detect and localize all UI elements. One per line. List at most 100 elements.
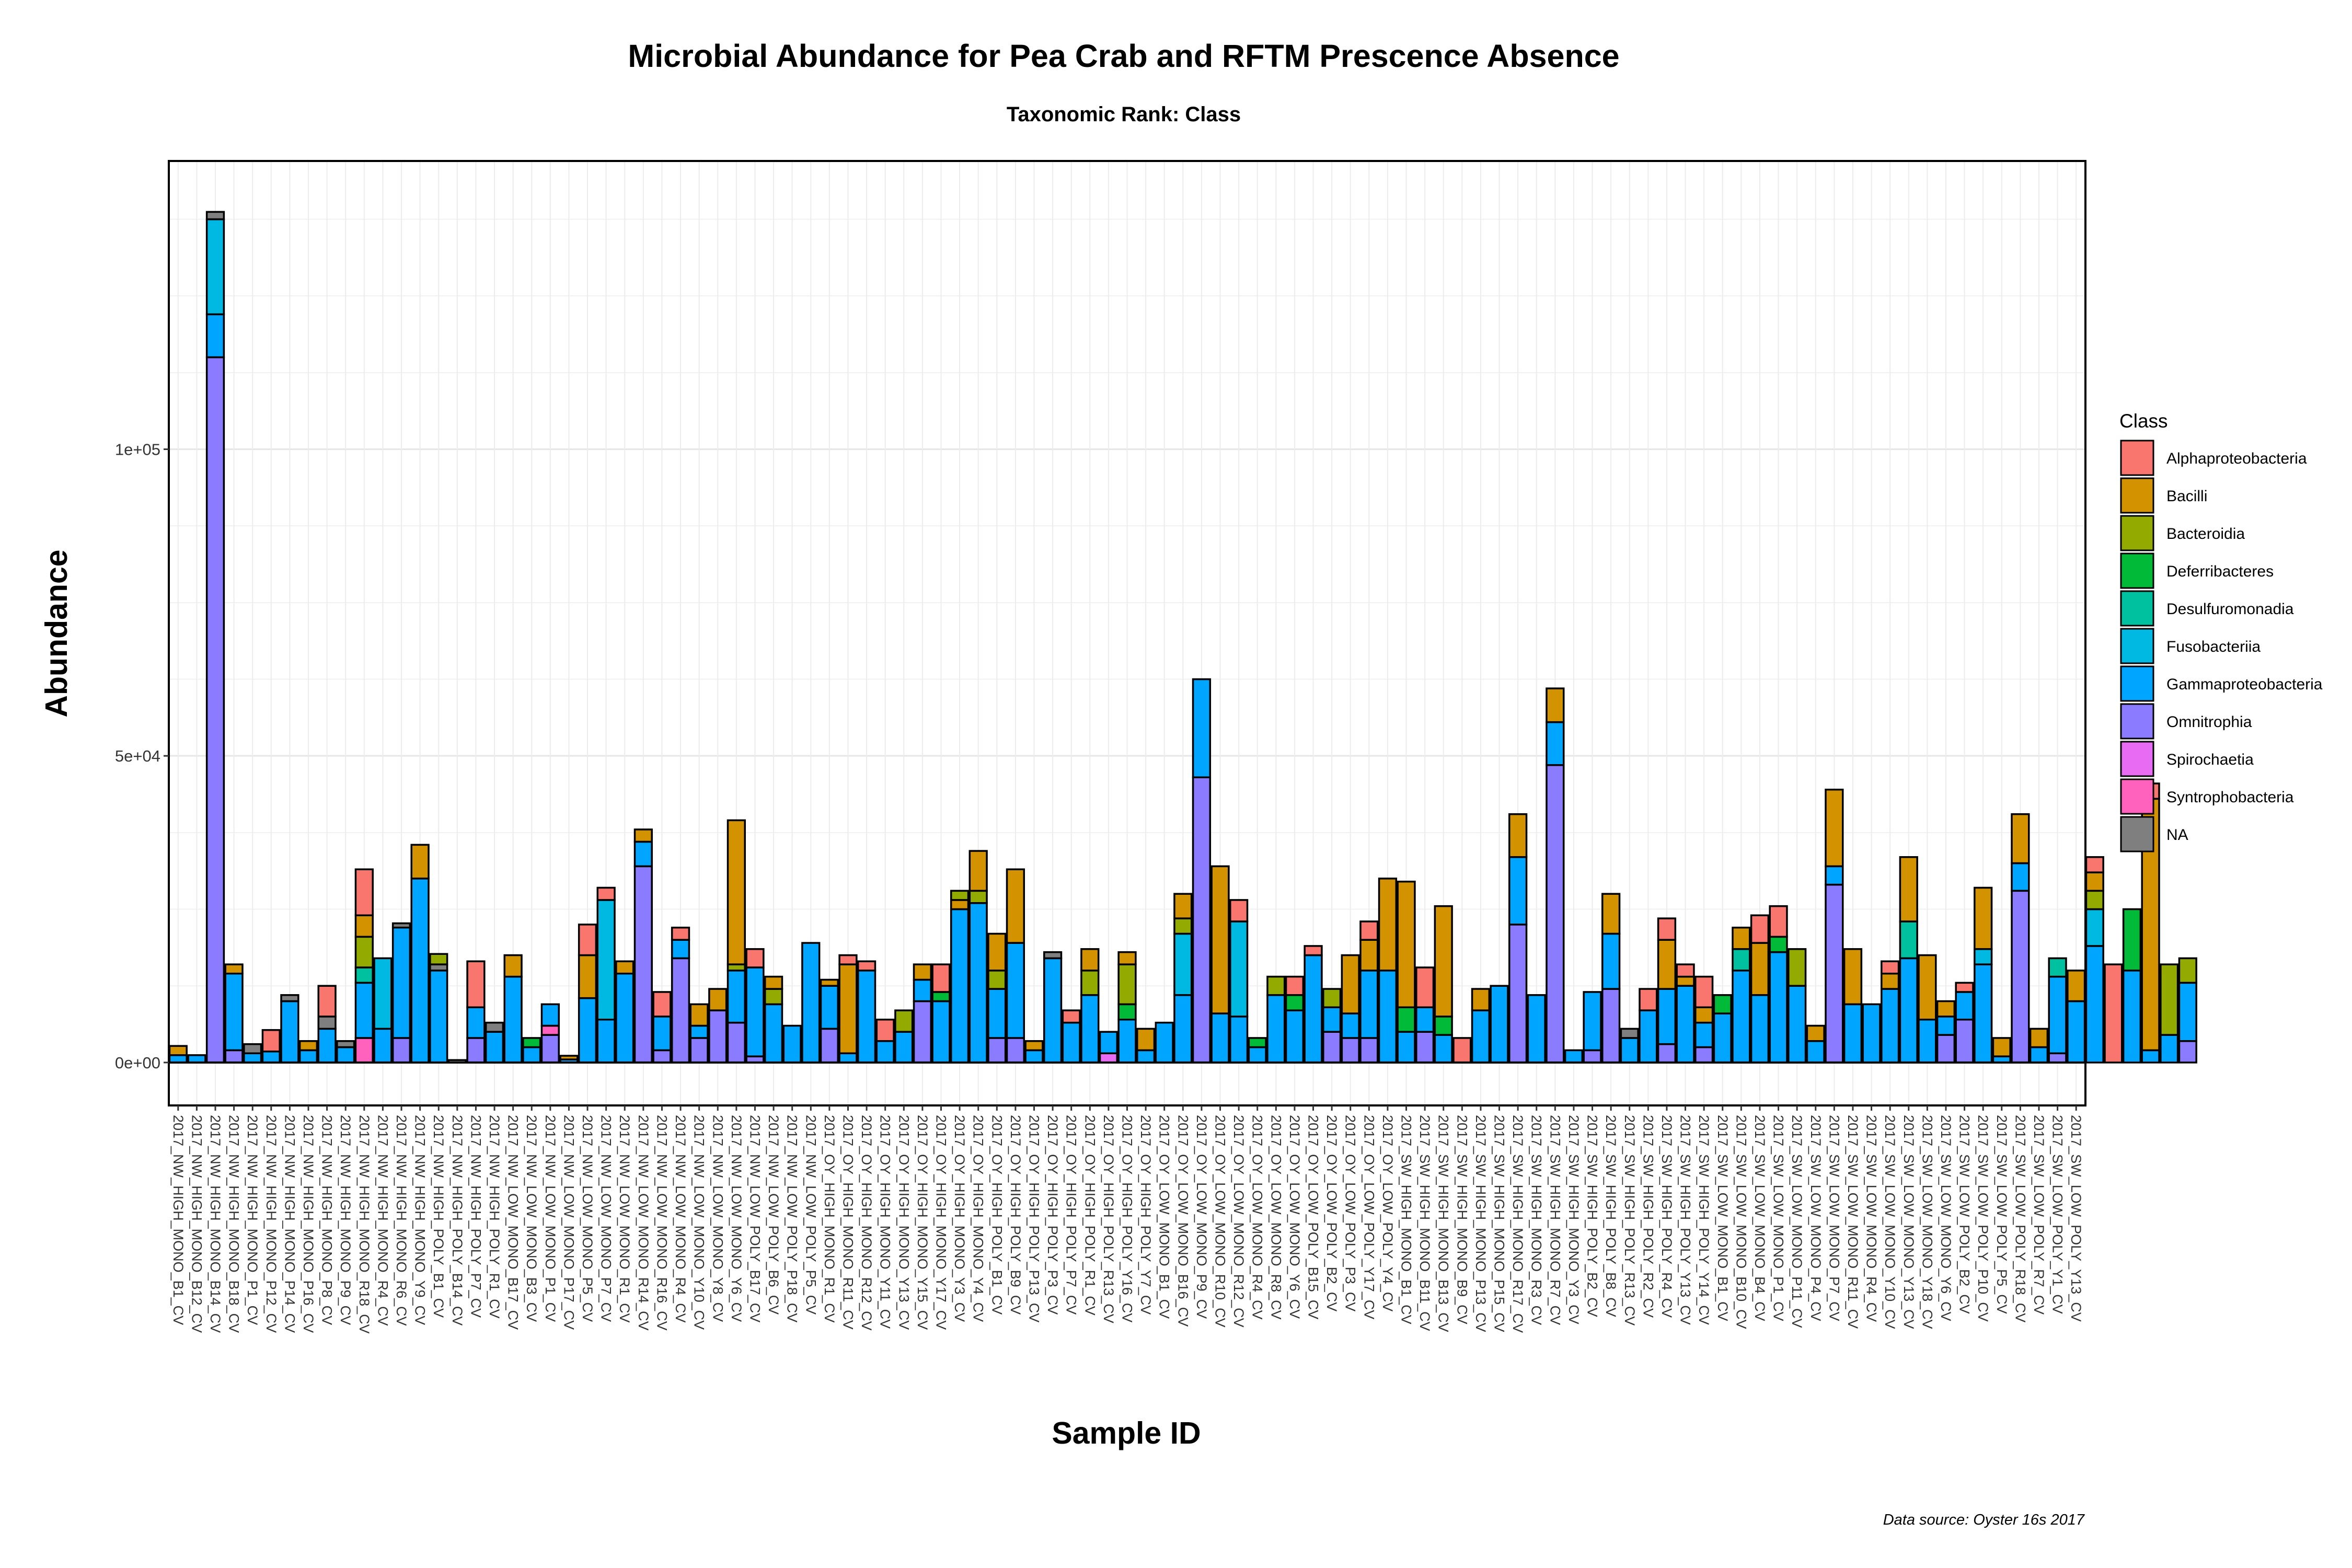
- bar-segment: [2160, 963, 2179, 1036]
- bar-segment: [336, 1046, 355, 1064]
- x-tick-label: 2017_SW_HIGH_MONO_R3_CV: [1529, 1115, 1544, 1325]
- x-tick-label: 2017_NW_LOW_POLY_P18_CV: [785, 1115, 800, 1322]
- y-tick-label: 0e+00: [115, 1054, 160, 1072]
- bar-segment: [2085, 890, 2104, 910]
- x-tick-label: 2017_SW_HIGH_POLY_R13_CV: [1622, 1115, 1638, 1325]
- bar-segment: [1601, 932, 1621, 990]
- bar-segment: [1694, 1006, 1714, 1024]
- bar-segment: [689, 1037, 709, 1064]
- bar-segment: [2048, 975, 2067, 1055]
- bar-segment: [559, 1055, 579, 1060]
- bar-segment: [2048, 1052, 2067, 1064]
- bar-segment: [969, 902, 988, 1064]
- bar-segment: [708, 1009, 728, 1064]
- bar-segment: [540, 1034, 560, 1064]
- x-tick-label: 2017_OY_LOW_MONO_B1_CV: [1157, 1115, 1172, 1319]
- bar-segment: [1117, 951, 1137, 965]
- legend-label: Gammaproteobacteria: [2166, 676, 2323, 693]
- x-tick-label: 2017_NW_HIGH_MONO_B14_CV: [207, 1115, 223, 1333]
- x-tick-label: 2017_OY_HIGH_MONO_R11_CV: [840, 1115, 856, 1330]
- bar-segment: [596, 1018, 616, 1064]
- bar-segment: [671, 939, 690, 960]
- x-tick-label: 2017_SW_LOW_MONO_B4_CV: [1752, 1115, 1768, 1321]
- bar-segment: [1136, 1049, 1156, 1064]
- bar-segment: [1546, 721, 1565, 766]
- bar-segment: [354, 868, 374, 917]
- bar-segment: [1657, 917, 1677, 941]
- x-tick-label: 2017_SW_LOW_POLY_R18_CV: [2012, 1115, 2028, 1322]
- bar-segment: [317, 985, 337, 1018]
- x-tick-label: 2017_NW_LOW_MONO_P1_CV: [543, 1115, 558, 1322]
- bar-segment: [280, 1000, 299, 1064]
- x-tick-label: 2017_OY_HIGH_MONO_R12_CV: [859, 1115, 874, 1331]
- bar-segment: [1601, 893, 1621, 935]
- bar-segment: [298, 1049, 318, 1064]
- x-tick-label: 2017_SW_LOW_POLY_Y1_CV: [2050, 1115, 2066, 1314]
- x-tick-label: 2017_NW_HIGH_MONO_B1_CV: [170, 1115, 186, 1325]
- bar-segment: [1825, 788, 1844, 868]
- bar-segment: [652, 991, 672, 1018]
- x-tick-label: 2017_SW_HIGH_POLY_B2_CV: [1585, 1115, 1600, 1317]
- bar-segment: [1192, 678, 1212, 778]
- bar-segment: [2011, 813, 2030, 864]
- bar-segment: [2011, 890, 2030, 1064]
- chart-subtitle: Taxonomic Rank: Class: [1007, 103, 1241, 126]
- bar-segment: [1080, 948, 1100, 972]
- bar-segment: [205, 356, 225, 1064]
- bar-segment: [1024, 1049, 1044, 1064]
- x-tick-label: 2017_NW_LOW_MONO_R16_CV: [654, 1115, 670, 1331]
- x-tick-label: 2017_SW_HIGH_POLY_B8_CV: [1603, 1115, 1619, 1317]
- bar-segment: [410, 878, 430, 1064]
- bar-segment: [1434, 1034, 1453, 1064]
- bar-segment: [1062, 1009, 1081, 1024]
- bar-segment: [2048, 957, 2067, 978]
- y-axis-title: Abundance: [39, 549, 74, 717]
- bar-segment: [2122, 970, 2142, 1064]
- bar-segment: [2067, 1000, 2086, 1064]
- x-tick-label: 2017_NW_HIGH_POLY_R1_CV: [487, 1115, 502, 1319]
- bar-segment: [1639, 1009, 1658, 1064]
- x-tick-label: 2017_SW_LOW_MONO_R4_CV: [1864, 1115, 1880, 1322]
- bar-segment: [1341, 1037, 1360, 1064]
- legend-key: [2120, 778, 2154, 815]
- bar-segment: [1155, 1021, 1174, 1064]
- bar-segment: [745, 966, 765, 1057]
- bar-segment: [764, 975, 783, 990]
- bar-segment: [243, 1052, 262, 1064]
- x-tick-label: 2017_NW_LOW_MONO_P7_CV: [598, 1115, 614, 1322]
- bar-segment: [503, 954, 523, 978]
- x-tick-label: 2017_NW_HIGH_MONO_P1_CV: [245, 1115, 260, 1325]
- x-tick-label: 2017_NW_LOW_MONO_R14_CV: [636, 1115, 651, 1331]
- bar-segment: [820, 1028, 839, 1064]
- x-tick-label: 2017_OY_HIGH_MONO_Y3_CV: [952, 1115, 967, 1322]
- bar-segment: [1285, 975, 1305, 996]
- x-axis-title: Sample ID: [1052, 1416, 1201, 1450]
- legend-key: [2120, 628, 2154, 664]
- x-tick-label: 2017_OY_HIGH_POLY_Y16_CV: [1120, 1115, 1135, 1322]
- x-tick-label: 2017_SW_LOW_MONO_Y13_CV: [1901, 1115, 1917, 1329]
- bar-segment: [1769, 951, 1788, 1064]
- bar-segment: [708, 988, 728, 1011]
- bar-segment: [1508, 924, 1528, 1064]
- bar-segment: [652, 1016, 672, 1052]
- bar-segment: [1173, 893, 1193, 919]
- bar-segment: [1341, 1012, 1360, 1039]
- bar-segment: [168, 1054, 188, 1064]
- bar-segment: [2104, 963, 2123, 1064]
- bar-segment: [1266, 994, 1286, 1064]
- bar-segment: [1750, 942, 1770, 996]
- bar-segment: [522, 1037, 541, 1048]
- x-tick-label: 2017_SW_HIGH_MONO_B13_CV: [1436, 1115, 1451, 1332]
- bar-segment: [633, 865, 653, 1064]
- x-tick-label: 2017_OY_LOW_POLY_P3_CV: [1343, 1115, 1358, 1311]
- bar-segment: [1210, 1012, 1230, 1064]
- bar-segment: [1694, 1021, 1714, 1048]
- bar-segment: [838, 954, 858, 965]
- x-tick-label: 2017_NW_LOW_POLY_B17_CV: [747, 1115, 763, 1322]
- x-tick-label: 2017_SW_HIGH_POLY_R2_CV: [1640, 1115, 1656, 1318]
- legend-label: Bacteroidia: [2166, 525, 2245, 543]
- x-tick-label: 2017_NW_LOW_POLY_P5_CV: [803, 1115, 818, 1315]
- bar-segment: [1192, 776, 1212, 1064]
- bar-segment: [1620, 1028, 1639, 1039]
- bar-segment: [931, 1000, 951, 1064]
